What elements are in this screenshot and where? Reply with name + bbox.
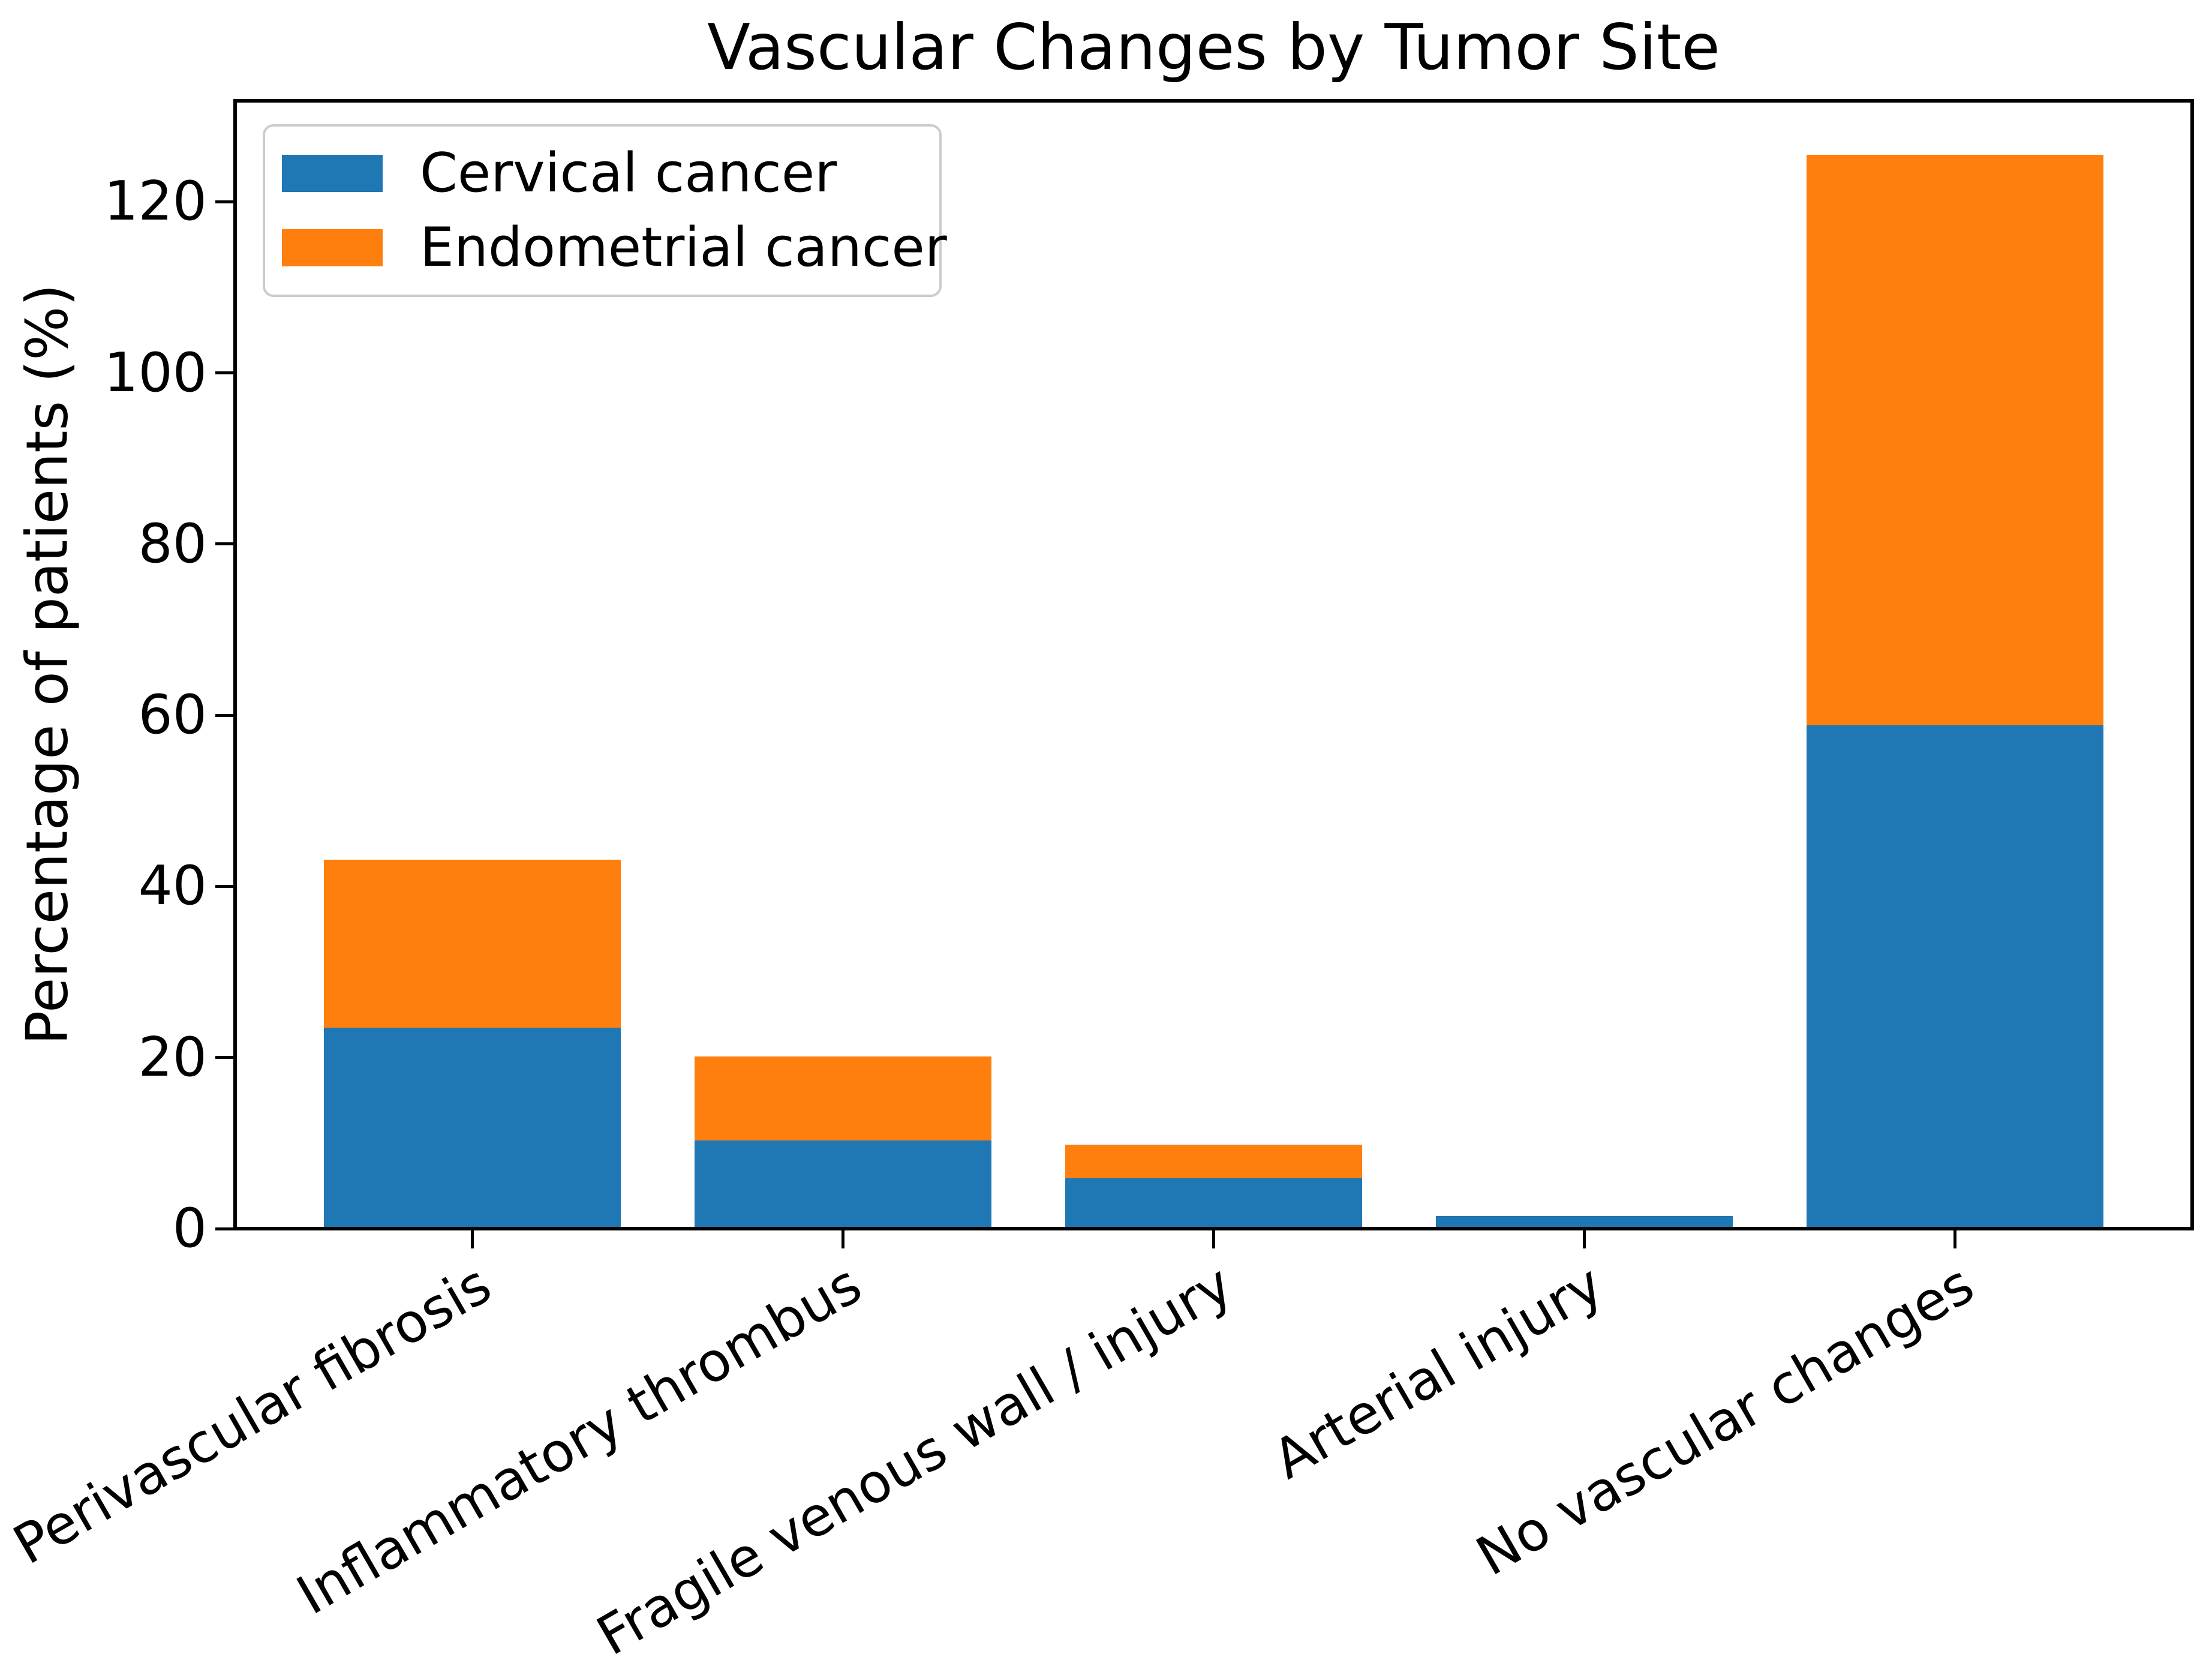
bar-segment-cervical-cancer: [695, 1140, 991, 1229]
x-tick-label: Arterial injury: [1263, 1253, 1613, 1492]
bar-segment-endometrial-cancer: [695, 1056, 991, 1141]
legend-row: Cervical cancer: [282, 146, 915, 200]
bar-segment-endometrial-cancer: [324, 860, 621, 1028]
legend-swatch-endometrial-cancer: [282, 229, 383, 266]
x-tick-mark: [1582, 1229, 1586, 1248]
y-tick-label: 80: [138, 512, 207, 575]
legend-label: Endometrial cancer: [420, 215, 947, 279]
y-tick-label: 60: [138, 683, 207, 747]
bar-segment-endometrial-cancer: [1065, 1145, 1362, 1178]
y-tick-mark: [215, 542, 235, 546]
y-tick-mark: [215, 1056, 235, 1059]
y-tick-mark: [215, 884, 235, 888]
y-tick-label: 40: [138, 854, 207, 918]
y-tick-mark: [215, 713, 235, 717]
y-tick-mark: [215, 1227, 235, 1230]
legend-swatch-cervical-cancer: [282, 155, 383, 193]
bar-segment-endometrial-cancer: [1807, 154, 2103, 726]
y-tick-label: 0: [172, 1197, 207, 1260]
legend-label: Cervical cancer: [420, 142, 837, 205]
bar-segment-cervical-cancer: [1065, 1178, 1362, 1229]
y-tick-mark: [215, 200, 235, 203]
y-tick-mark: [215, 371, 235, 375]
y-tick-label: 100: [104, 341, 207, 404]
legend: Cervical cancer Endometrial cancer: [263, 124, 947, 297]
x-tick-label: Fragile venous wall / injury: [587, 1253, 1243, 1660]
x-tick-mark: [1953, 1229, 1956, 1248]
chart-title: Vascular Changes by Tumor Site: [707, 11, 1720, 84]
y-tick-label: 120: [104, 170, 207, 233]
y-tick-label: 20: [138, 1025, 207, 1089]
bar-segment-cervical-cancer: [1436, 1215, 1733, 1229]
x-tick-mark: [471, 1229, 474, 1248]
x-tick-mark: [1212, 1229, 1215, 1248]
bar-segment-cervical-cancer: [1807, 725, 2103, 1229]
bar-segment-cervical-cancer: [324, 1027, 621, 1229]
x-tick-mark: [841, 1229, 844, 1248]
legend-row: Endometrial cancer: [282, 220, 947, 275]
